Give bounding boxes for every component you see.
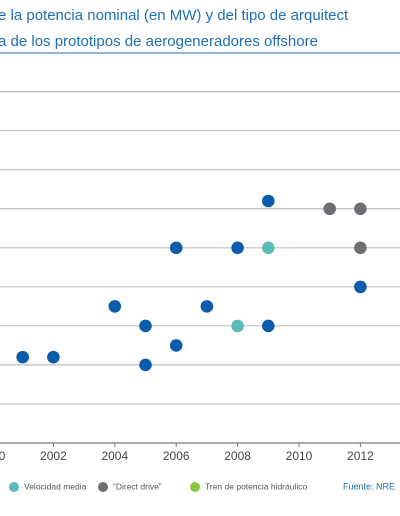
x-tick-label: 2004 bbox=[101, 449, 128, 463]
point bbox=[354, 241, 367, 255]
source: Fuente: NRE bbox=[343, 481, 395, 491]
chart-title: e la potencia nominal (en MW) y del tipo… bbox=[0, 7, 349, 24]
legend-label: “Direct drive” bbox=[113, 481, 162, 491]
point bbox=[231, 319, 244, 333]
point bbox=[47, 350, 60, 364]
point bbox=[262, 241, 275, 255]
point bbox=[262, 194, 275, 208]
point bbox=[169, 241, 183, 255]
point bbox=[169, 339, 183, 352]
legend-swatch bbox=[190, 482, 200, 492]
point bbox=[354, 202, 367, 216]
legend-swatch bbox=[98, 482, 108, 492]
legend-label: Tren de potencia hidráulico bbox=[205, 481, 307, 491]
x-tick-label: 2008 bbox=[224, 449, 251, 463]
point bbox=[231, 241, 244, 255]
x-tick-label: 2006 bbox=[163, 449, 190, 463]
x-tick-label: 2010 bbox=[286, 449, 313, 463]
point bbox=[200, 300, 214, 313]
point bbox=[262, 319, 275, 333]
x-tick-label: 2000 bbox=[0, 449, 6, 463]
point bbox=[354, 280, 367, 294]
point bbox=[139, 358, 152, 372]
point bbox=[108, 300, 122, 313]
legend-label: Velocidad media bbox=[24, 481, 87, 491]
legend-swatch bbox=[9, 482, 19, 492]
point bbox=[16, 350, 30, 364]
x-tick-label: 2012 bbox=[347, 449, 374, 463]
point bbox=[323, 202, 337, 216]
chart-title: a de los prototipos de aerogeneradores o… bbox=[0, 33, 318, 50]
x-tick-label: 2002 bbox=[40, 449, 67, 463]
point bbox=[139, 319, 152, 333]
